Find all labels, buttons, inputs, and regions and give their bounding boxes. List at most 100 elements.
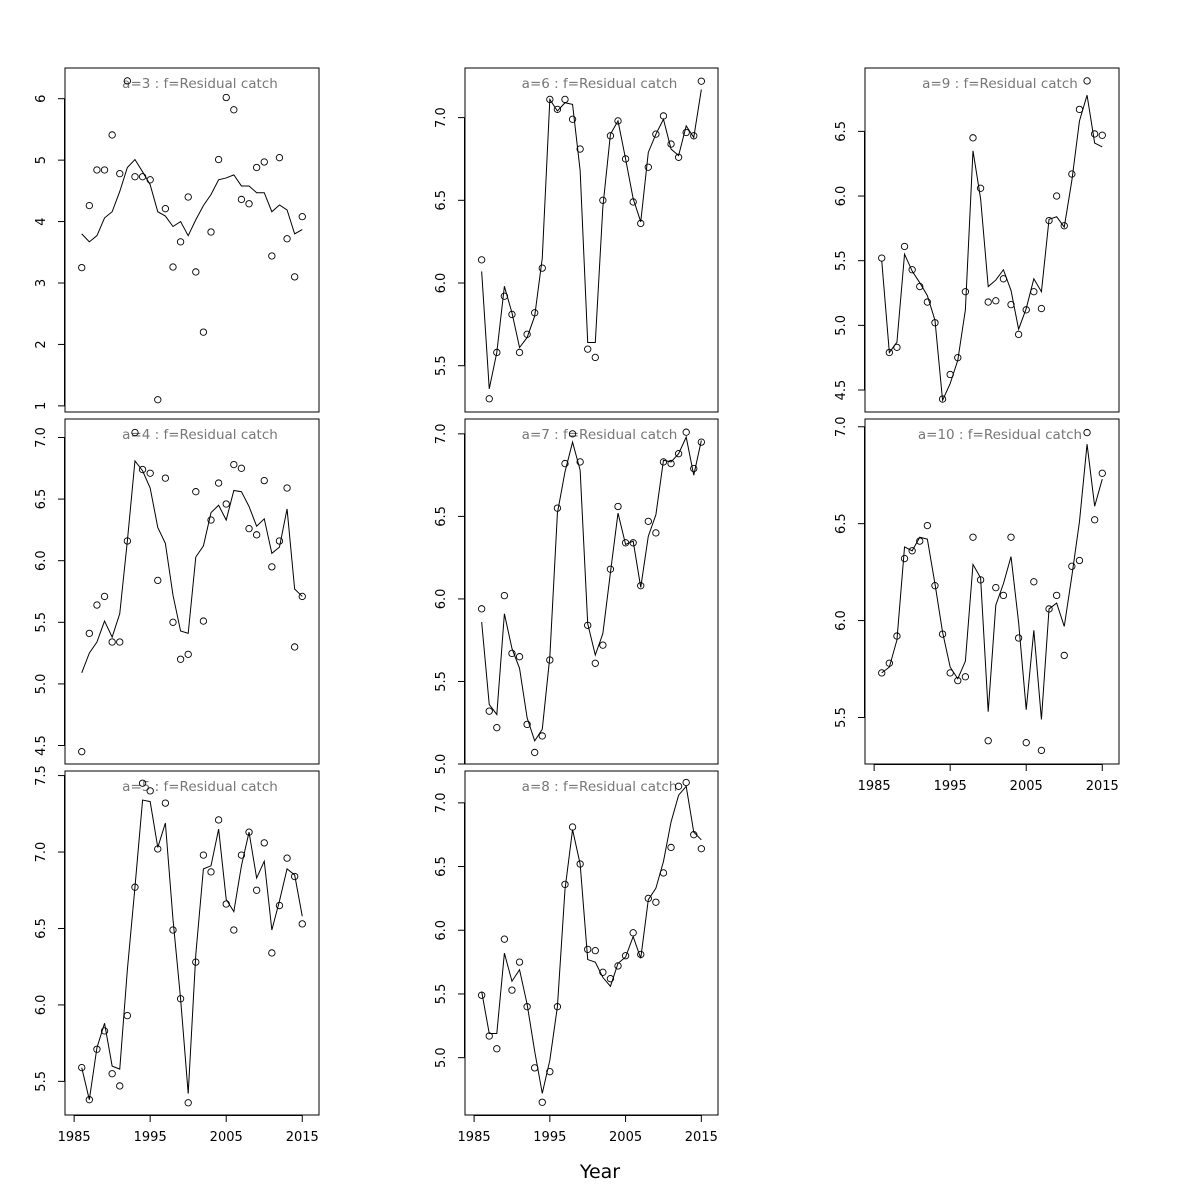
observed-point — [184, 650, 192, 658]
y-tick-label: 7.0 — [34, 842, 49, 863]
observed-point — [674, 450, 683, 458]
panel-title: a=6 : f=Residual catch — [522, 76, 678, 92]
observed-point — [283, 854, 291, 862]
fitted-line — [881, 444, 1103, 720]
observed-point — [1007, 301, 1015, 309]
panel-title: a=3 : f=Residual catch — [122, 76, 278, 92]
observed-point — [245, 200, 253, 208]
observed-point — [992, 297, 1000, 305]
observed-point — [268, 563, 276, 571]
y-tick-label: 6.0 — [434, 920, 449, 941]
observed-point — [538, 732, 546, 740]
observed-point — [1052, 192, 1061, 200]
observed-point — [291, 273, 299, 281]
x-tick-label: 1995 — [134, 1130, 167, 1145]
observed-point — [999, 275, 1008, 283]
observed-point — [878, 669, 886, 677]
observed-point — [1022, 306, 1030, 314]
y-tick-label: 7.0 — [34, 427, 49, 448]
observed-point — [538, 264, 546, 272]
observed-point — [946, 669, 954, 677]
observed-point — [878, 254, 886, 262]
panel-title: a=7 : f=Residual catch — [522, 427, 678, 443]
observed-point — [614, 962, 622, 970]
observed-point — [621, 952, 630, 960]
observed-point — [561, 95, 569, 104]
y-tick-label: 7.0 — [434, 793, 449, 814]
observed-point — [923, 298, 932, 306]
observed-point — [885, 348, 893, 357]
observed-point — [576, 458, 584, 466]
observed-point — [1098, 131, 1106, 139]
observed-point — [100, 166, 109, 174]
observed-point — [644, 517, 652, 525]
y-tick-label: 5.5 — [434, 671, 449, 692]
y-tick-label: 6.0 — [434, 589, 449, 610]
observed-point — [546, 95, 554, 104]
y-tick-label: 6.5 — [834, 121, 849, 142]
observed-point — [100, 1027, 109, 1035]
observed-point — [199, 328, 208, 336]
observed-point — [659, 458, 668, 466]
panel: a=7 : f=Residual catch 5.0 5.5 6.0 6.5 7.0 — [434, 418, 719, 774]
observed-point — [260, 476, 268, 485]
observed-point — [493, 1045, 501, 1053]
observed-point — [508, 649, 516, 658]
observed-point — [606, 565, 615, 573]
observed-point — [493, 348, 501, 357]
observed-point — [1068, 170, 1076, 178]
y-tick-label: 5.0 — [34, 674, 49, 695]
observed-point — [621, 539, 630, 547]
y-tick-label: 6.0 — [34, 995, 49, 1016]
observed-point — [298, 920, 306, 928]
observed-point — [184, 193, 192, 201]
y-tick-label: 2 — [34, 340, 49, 348]
observed-point — [690, 464, 698, 473]
observed-point — [591, 353, 599, 362]
y-tick-label: 7.0 — [834, 416, 849, 437]
observed-point — [176, 995, 185, 1003]
y-tick-label: 5.5 — [434, 355, 449, 376]
observed-point — [992, 583, 1000, 592]
observed-point — [916, 282, 924, 291]
panel: a=5 : f=Residual catch 5.5 6.0 6.5 7.0 7.5 198… — [34, 765, 320, 1145]
observed-point — [214, 479, 223, 487]
panel: a=9 : f=Residual catch 4.5 5.0 5.5 6.0 6.5 — [834, 67, 1120, 413]
panel-frame — [864, 67, 1120, 413]
observed-point — [531, 1064, 539, 1072]
observed-point — [682, 428, 690, 436]
observed-point — [478, 991, 486, 999]
observed-point — [961, 673, 970, 681]
observed-point — [531, 748, 539, 757]
y-tick-label: 5.5 — [834, 707, 849, 728]
y-tick-label: 6.0 — [834, 186, 849, 207]
observed-point — [493, 724, 501, 732]
observed-point — [1052, 591, 1061, 600]
panel: a=6 : f=Residual catch 5.5 6.0 6.5 7.0 — [434, 67, 719, 413]
observed-point — [606, 132, 615, 140]
fitted-line — [481, 435, 702, 743]
observed-point — [1045, 216, 1053, 225]
observed-point — [961, 288, 970, 296]
x-tick-label: 1995 — [533, 1130, 566, 1145]
y-tick-label: 5.5 — [834, 250, 849, 271]
observed-point — [629, 539, 637, 547]
observed-point — [546, 1068, 554, 1076]
observed-point — [591, 659, 599, 667]
observed-point — [584, 945, 592, 954]
observed-point — [568, 823, 577, 831]
panel-frame — [64, 67, 320, 413]
x-tick-label: 2015 — [286, 1130, 319, 1145]
observed-point — [553, 105, 562, 113]
panel: a=4 : f=Residual catch 4.5 5.0 5.5 6.0 6.5 7.0 — [34, 418, 320, 765]
y-tick-label: 4.5 — [834, 380, 849, 401]
observed-point — [275, 537, 284, 545]
observed-point — [123, 77, 132, 85]
observed-point — [199, 617, 208, 625]
observed-point — [116, 1082, 124, 1090]
observed-point — [984, 298, 992, 306]
observed-point — [923, 521, 932, 530]
y-tick-label: 6.0 — [834, 610, 849, 631]
y-tick-label: 5.5 — [434, 984, 449, 1005]
